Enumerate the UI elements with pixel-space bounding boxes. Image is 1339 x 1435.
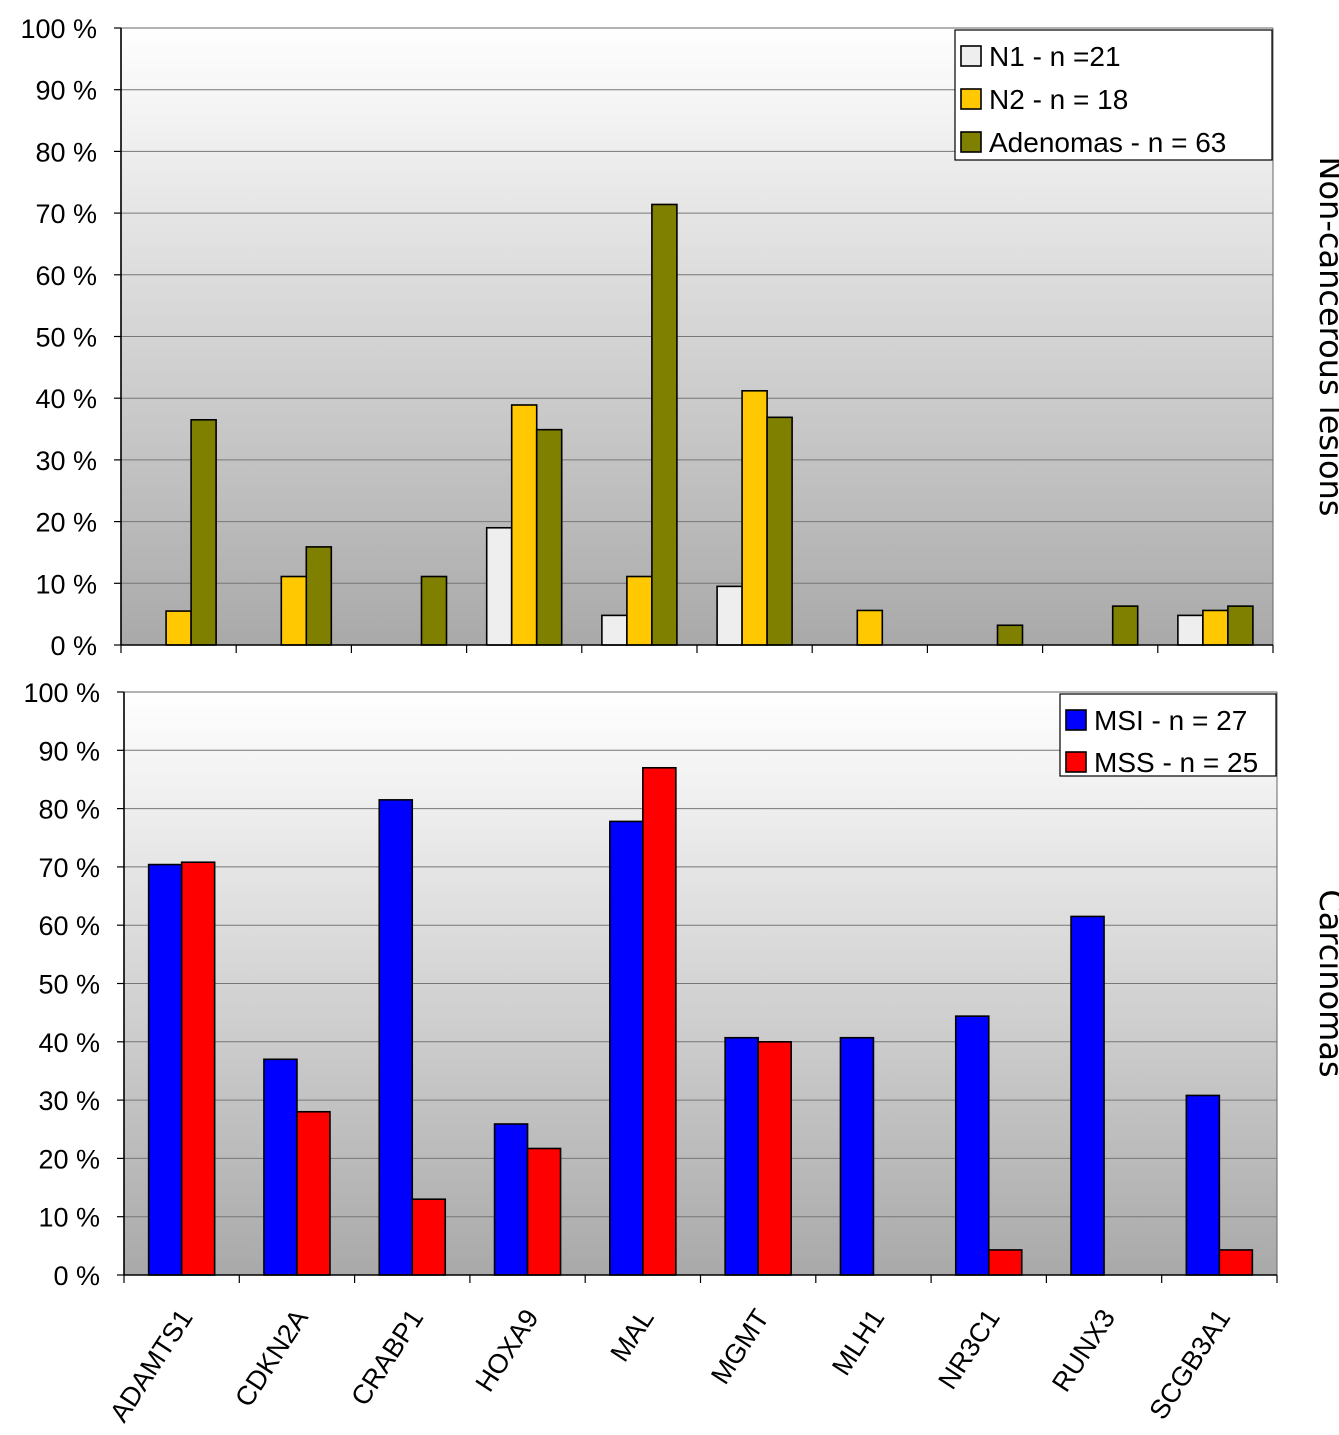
panel1-bar-n2-adamts1 bbox=[165, 610, 192, 646]
panel2-y-tick-label: 90 % bbox=[38, 736, 100, 766]
panel2-bar-msi-mal bbox=[609, 820, 644, 1276]
panel1-y-tick-label: 40 % bbox=[35, 384, 97, 414]
panel2-bar-msi-cdkn2a bbox=[263, 1058, 298, 1276]
panel1-bar-adenomas-cdkn2a bbox=[305, 546, 333, 646]
panel1-legend-swatch-n2 bbox=[960, 88, 982, 110]
panel2-bar-mss-hoxa9 bbox=[526, 1147, 562, 1276]
panel1-bar-n1-scgb3a1 bbox=[1177, 614, 1204, 646]
panel1-bar-n2-hoxa9 bbox=[510, 404, 538, 646]
panel2-bar-mss-cdkn2a bbox=[296, 1110, 331, 1276]
panel1-bar-adenomas-hoxa9 bbox=[535, 428, 563, 646]
panel1-bar-adenomas-runx3 bbox=[1111, 605, 1139, 646]
panel2-bar-mss-adamts1 bbox=[180, 861, 216, 1276]
panel2-bar-msi-mgmt bbox=[724, 1036, 759, 1276]
panel2-legend-label-msi: MSI - n = 27 bbox=[1094, 705, 1247, 736]
panel2-bar-mss-scgb3a1 bbox=[1218, 1249, 1254, 1276]
panel1-y-tick-label: 60 % bbox=[35, 261, 97, 291]
panel2-y-tick-label: 30 % bbox=[38, 1086, 100, 1116]
x-category-label-nr3c1: NR3C1 bbox=[932, 1304, 1005, 1395]
panel1: 0 % 10 % 20 % 30 % 40 % 50 % 60 % 70 % 80 % 90 % 1… bbox=[20, 14, 1339, 661]
panel1-y-tick-label: 30 % bbox=[35, 446, 97, 476]
panel2-legend-box bbox=[1059, 693, 1277, 777]
panel2-legend-swatch-mss bbox=[1065, 751, 1087, 773]
panel2-bar-mss-mal bbox=[642, 766, 677, 1276]
panel1-y-tick-label: 90 % bbox=[35, 76, 97, 106]
panel2-bar-mss-nr3c1 bbox=[987, 1249, 1023, 1276]
panel2-y-tick-label: 20 % bbox=[38, 1144, 100, 1174]
x-category-label-adamts1: ADAMTS1 bbox=[104, 1304, 199, 1427]
panel1-legend-label-adenomas: Adenomas - n = 63 bbox=[989, 127, 1226, 158]
panel1-legend-label-n2: N2 - n = 18 bbox=[989, 84, 1128, 115]
panel1-side-label: Non-cancerous lesions bbox=[1312, 157, 1339, 517]
x-category-label-hoxa9: HOXA9 bbox=[470, 1304, 545, 1397]
panel1-bar-n1-hoxa9 bbox=[485, 526, 513, 646]
panel1-bar-n2-mgmt bbox=[741, 389, 768, 646]
panel2-bar-msi-mlh1 bbox=[839, 1036, 875, 1276]
panel1-y-tick-label: 20 % bbox=[35, 508, 97, 538]
panel2-bar-msi-crabp1 bbox=[378, 799, 414, 1276]
x-category-label-mal: MAL bbox=[604, 1304, 659, 1367]
panel1-y-tick-label: 10 % bbox=[35, 569, 97, 599]
panel2: 0 % 10 % 20 % 30 % 40 % 50 % 60 % 70 % 80 % 90 % 1… bbox=[23, 678, 1339, 1427]
panel1-bar-n2-cdkn2a bbox=[280, 575, 308, 646]
x-category-label-mlh1: MLH1 bbox=[826, 1304, 890, 1381]
panel2-bar-mss-mgmt bbox=[757, 1041, 792, 1276]
panel2-legend-swatch-msi bbox=[1065, 709, 1087, 731]
panel1-legend: N1 - n =21 N2 - n = 18 Adenomas - n = 63 bbox=[954, 29, 1273, 161]
panel2-y-tick-label: 80 % bbox=[38, 795, 100, 825]
panel1-y-tick-label: 80 % bbox=[35, 137, 97, 167]
panel1-bar-n1-mal bbox=[601, 614, 628, 646]
panel2-y-tick-label: 60 % bbox=[38, 911, 100, 941]
panel2-bar-msi-scgb3a1 bbox=[1185, 1094, 1221, 1276]
panel2-y-tick-label: 70 % bbox=[38, 853, 100, 883]
panel1-bar-n2-mal bbox=[626, 575, 653, 646]
panel1-y-tick-label: 0 % bbox=[50, 631, 97, 661]
panel1-bar-adenomas-scgb3a1 bbox=[1227, 605, 1254, 646]
panel2-bar-msi-hoxa9 bbox=[493, 1123, 529, 1276]
x-category-label-mgmt: MGMT bbox=[705, 1304, 775, 1390]
panel1-bar-adenomas-nr3c1 bbox=[996, 624, 1024, 646]
panel2-y-tick-label: 0 % bbox=[53, 1261, 100, 1291]
panel2-legend: MSI - n = 27 MSS - n = 25 bbox=[1059, 693, 1277, 778]
x-category-label-runx3: RUNX3 bbox=[1046, 1304, 1121, 1397]
panel1-bar-n2-mlh1 bbox=[856, 609, 884, 646]
panel1-bar-n1-mgmt bbox=[716, 585, 743, 646]
panel2-y-tick-label: 10 % bbox=[38, 1203, 100, 1233]
panel1-y-tick-label: 100 % bbox=[20, 14, 97, 44]
panel1-bar-adenomas-mgmt bbox=[766, 416, 793, 646]
panel1-legend-swatch-adenomas bbox=[960, 131, 982, 153]
x-category-label-cdkn2a: CDKN2A bbox=[229, 1304, 314, 1412]
panel2-legend-label-mss: MSS - n = 25 bbox=[1094, 747, 1258, 778]
panel1-bar-adenomas-crabp1 bbox=[420, 575, 448, 646]
panel2-bar-msi-nr3c1 bbox=[954, 1015, 990, 1276]
x-category-label-crabp1: CRABP1 bbox=[345, 1304, 429, 1411]
panel1-legend-swatch-n1 bbox=[960, 45, 982, 67]
panel1-bar-adenomas-mal bbox=[651, 203, 678, 646]
panel2-bar-msi-adamts1 bbox=[147, 863, 183, 1276]
panel1-legend-box bbox=[954, 29, 1273, 161]
panel2-y-tick-label: 50 % bbox=[38, 970, 100, 1000]
panel1-bar-n2-scgb3a1 bbox=[1202, 609, 1229, 646]
panel1-bar-adenomas-adamts1 bbox=[190, 418, 217, 646]
panel2-y-tick-label: 100 % bbox=[23, 678, 100, 708]
panel2-y-tick-label: 40 % bbox=[38, 1028, 100, 1058]
panel2-bar-msi-runx3 bbox=[1070, 915, 1105, 1276]
panel1-y-tick-label: 50 % bbox=[35, 323, 97, 353]
panel2-bar-mss-crabp1 bbox=[411, 1198, 447, 1276]
panel1-y-tick-label: 70 % bbox=[35, 199, 97, 229]
panel2-side-label: Carcinomas bbox=[1312, 889, 1339, 1077]
x-category-label-scgb3a1: SCGB3A1 bbox=[1143, 1304, 1236, 1425]
panel1-legend-label-n1: N1 - n =21 bbox=[989, 41, 1121, 72]
